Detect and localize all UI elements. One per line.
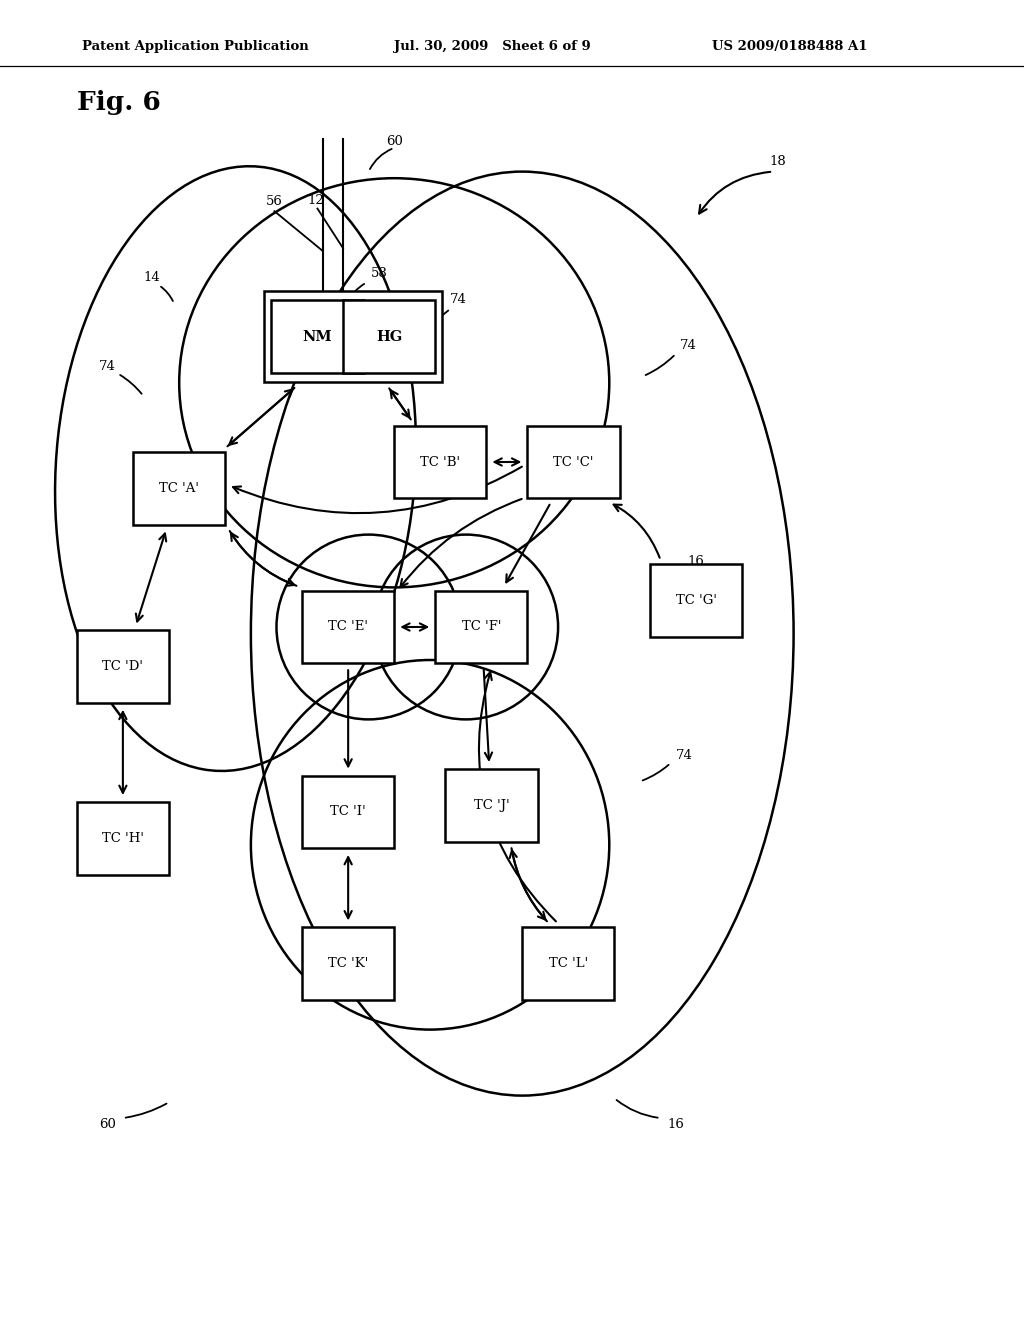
Text: 74: 74: [676, 748, 692, 762]
Bar: [133, 451, 225, 524]
Text: Jul. 30, 2009   Sheet 6 of 9: Jul. 30, 2009 Sheet 6 of 9: [394, 40, 591, 53]
Text: TC 'J': TC 'J': [474, 799, 509, 812]
Text: TC 'I': TC 'I': [331, 805, 366, 818]
Text: TC 'L': TC 'L': [549, 957, 588, 970]
Text: 18: 18: [770, 154, 786, 168]
Text: US 2009/0188488 A1: US 2009/0188488 A1: [712, 40, 867, 53]
Text: Patent Application Publication: Patent Application Publication: [82, 40, 308, 53]
Text: TC 'G': TC 'G': [676, 594, 717, 607]
Text: TC 'C': TC 'C': [553, 455, 594, 469]
Bar: [77, 803, 169, 875]
Text: 74: 74: [680, 339, 696, 352]
Text: 12: 12: [307, 194, 324, 207]
Text: Fig. 6: Fig. 6: [77, 90, 161, 115]
Text: TC 'B': TC 'B': [420, 455, 461, 469]
Bar: [302, 776, 394, 849]
Bar: [77, 631, 169, 704]
Text: TC 'E': TC 'E': [328, 620, 369, 634]
Text: 16: 16: [688, 554, 705, 568]
Text: TC 'K': TC 'K': [328, 957, 369, 970]
Text: 16: 16: [668, 1118, 684, 1131]
Text: 60: 60: [99, 1118, 116, 1131]
Text: 56: 56: [266, 195, 283, 209]
Bar: [650, 564, 742, 636]
Bar: [527, 425, 620, 498]
Text: 14: 14: [143, 271, 160, 284]
Text: 74: 74: [451, 293, 467, 306]
Text: 58: 58: [371, 267, 387, 280]
Text: TC 'D': TC 'D': [102, 660, 143, 673]
Text: HG: HG: [376, 330, 402, 343]
Bar: [445, 768, 538, 842]
Bar: [343, 300, 435, 372]
Bar: [435, 590, 527, 663]
Text: 74: 74: [99, 360, 116, 374]
Bar: [264, 290, 442, 383]
Text: TC 'A': TC 'A': [159, 482, 200, 495]
Bar: [394, 425, 486, 498]
Bar: [302, 927, 394, 1001]
Bar: [302, 590, 394, 663]
Bar: [522, 927, 614, 1001]
Text: NM: NM: [303, 330, 332, 343]
Text: 60: 60: [386, 135, 402, 148]
Bar: [271, 300, 364, 372]
Text: TC 'H': TC 'H': [101, 832, 144, 845]
Text: TC 'F': TC 'F': [462, 620, 501, 634]
